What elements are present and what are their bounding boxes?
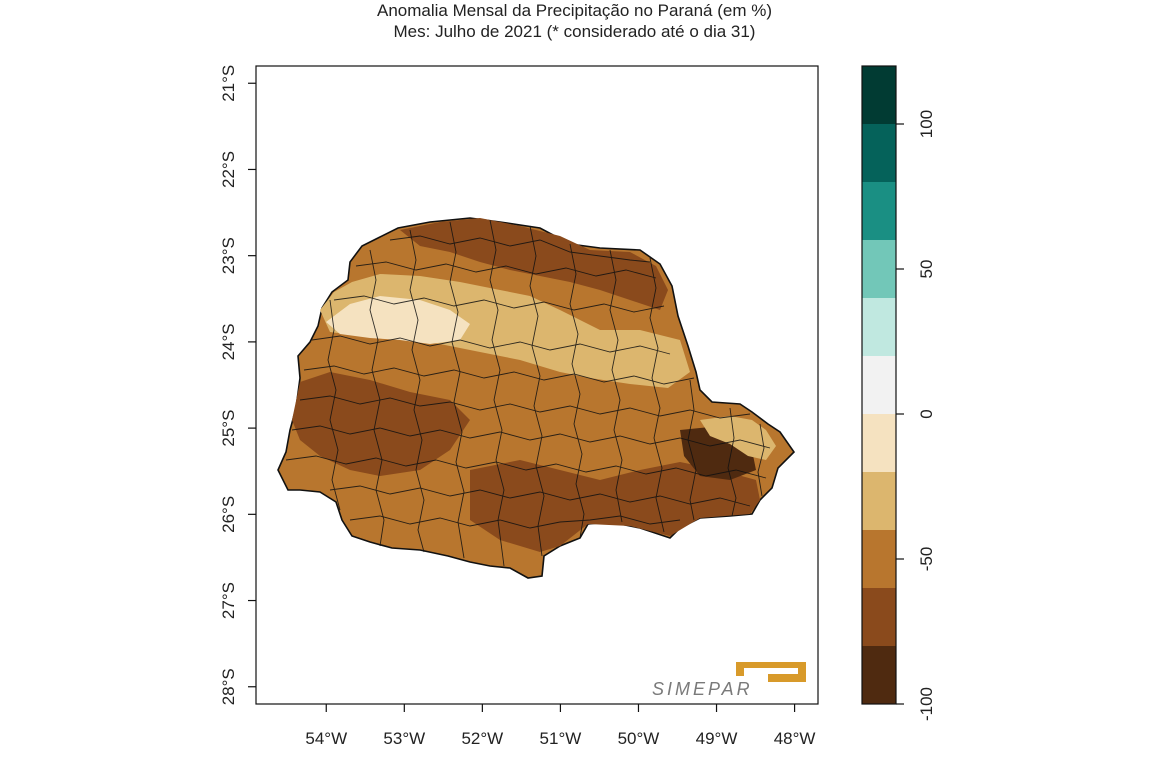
y-tick-label: 23°S bbox=[219, 237, 238, 274]
region-moderate-deficit-east bbox=[700, 416, 776, 460]
colorbar-bin bbox=[862, 646, 896, 704]
colorbar-tick-label: -50 bbox=[917, 547, 936, 572]
y-tick-label: 28°S bbox=[219, 668, 238, 705]
x-tick-label: 50°W bbox=[618, 729, 660, 748]
x-tick-label: 53°W bbox=[383, 729, 425, 748]
y-tick-label: 21°S bbox=[219, 65, 238, 102]
colorbar-bin bbox=[862, 298, 896, 356]
chart-title: Anomalia Mensal da Precipitação no Paran… bbox=[377, 1, 772, 20]
y-tick-label: 25°S bbox=[219, 410, 238, 447]
colorbar-bin bbox=[862, 588, 896, 646]
colorbar: -100 -50 0 50 100 bbox=[861, 65, 936, 721]
colorbar-bin bbox=[862, 414, 896, 472]
colorbar-bin bbox=[862, 182, 896, 240]
y-tick-label: 26°S bbox=[219, 496, 238, 533]
colorbar-bin bbox=[862, 356, 896, 414]
logo-mark bbox=[736, 662, 806, 682]
colorbar-tick-label: -100 bbox=[917, 687, 936, 721]
y-axis: 21°S 22°S 23°S 24°S 25°S 26°S 27°S 28°S bbox=[219, 65, 256, 705]
logo-text: SIMEPAR bbox=[652, 679, 753, 699]
parana-map bbox=[277, 217, 796, 579]
colorbar-tick-label: 50 bbox=[917, 260, 936, 279]
x-tick-label: 52°W bbox=[461, 729, 503, 748]
x-tick-label: 51°W bbox=[540, 729, 582, 748]
region-weak-deficit-northwest bbox=[326, 296, 470, 344]
simepar-logo: SIMEPAR bbox=[652, 662, 806, 699]
colorbar-tick-label: 100 bbox=[917, 110, 936, 138]
chart-subtitle: Mes: Julho de 2021 (* considerado até o … bbox=[393, 22, 756, 41]
colorbar-bin bbox=[862, 124, 896, 182]
y-tick-label: 24°S bbox=[219, 323, 238, 360]
colorbar-bin bbox=[862, 66, 896, 124]
y-tick-label: 22°S bbox=[219, 151, 238, 188]
colorbar-bin bbox=[862, 472, 896, 530]
colorbar-frame bbox=[861, 65, 897, 705]
colorbar-bin bbox=[862, 530, 896, 588]
colorbar-bin bbox=[862, 240, 896, 298]
municipal-boundaries bbox=[285, 219, 771, 567]
colorbar-tick-label: 0 bbox=[917, 409, 936, 418]
x-tick-label: 49°W bbox=[696, 729, 738, 748]
region-strong-deficit-south bbox=[470, 460, 760, 552]
x-axis: 54°W 53°W 52°W 51°W 50°W 49°W 48°W bbox=[305, 704, 815, 748]
y-tick-label: 27°S bbox=[219, 582, 238, 619]
x-tick-label: 54°W bbox=[305, 729, 347, 748]
x-tick-label: 48°W bbox=[774, 729, 816, 748]
